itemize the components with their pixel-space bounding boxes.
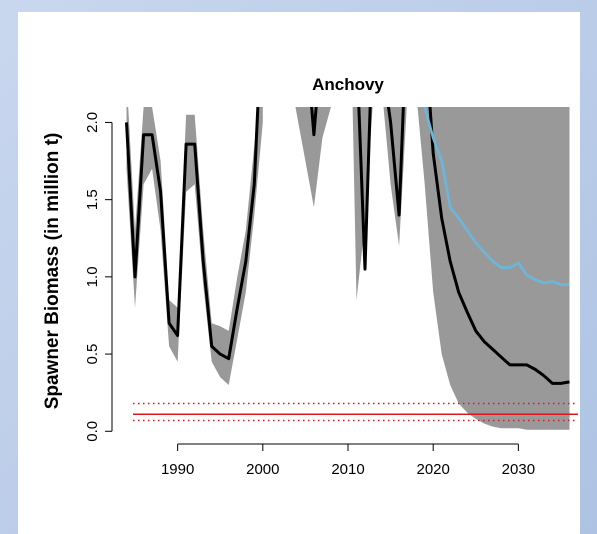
x-tick-label: 2020 bbox=[416, 461, 449, 478]
band-historical bbox=[126, 107, 263, 385]
axes: 1990 2000 2010 2020 2030 0.0 0.5 1.0 1.5 2.0 bbox=[84, 112, 535, 478]
series-line-upper_projection bbox=[423, 107, 570, 286]
series-lines bbox=[125, 107, 570, 385]
chart-panel: Anchovy Spawner Biomass (in million t) 1… bbox=[18, 12, 580, 534]
x-tick-label: 2000 bbox=[246, 461, 279, 478]
x-tick-label: 2030 bbox=[502, 461, 535, 478]
y-tick-label: 0.5 bbox=[84, 344, 101, 365]
chart-title: Anchovy bbox=[312, 75, 384, 94]
band-segment-1 bbox=[295, 107, 331, 208]
y-axis-label: Spawner Biomass (in million t) bbox=[42, 133, 63, 410]
y-tick-label: 1.0 bbox=[84, 266, 101, 287]
y-tick-label: 0.0 bbox=[84, 421, 101, 442]
band-projection bbox=[417, 107, 570, 430]
band-segment-2 bbox=[352, 107, 373, 300]
y-tick-label: 2.0 bbox=[84, 112, 101, 133]
anchovy-chart: Anchovy Spawner Biomass (in million t) 1… bbox=[42, 75, 578, 478]
series-line-median bbox=[125, 107, 570, 385]
x-tick-label: 1990 bbox=[161, 461, 194, 478]
reference-lines bbox=[133, 402, 578, 422]
y-tick-label: 1.5 bbox=[84, 189, 101, 210]
x-tick-label: 2010 bbox=[331, 461, 364, 478]
